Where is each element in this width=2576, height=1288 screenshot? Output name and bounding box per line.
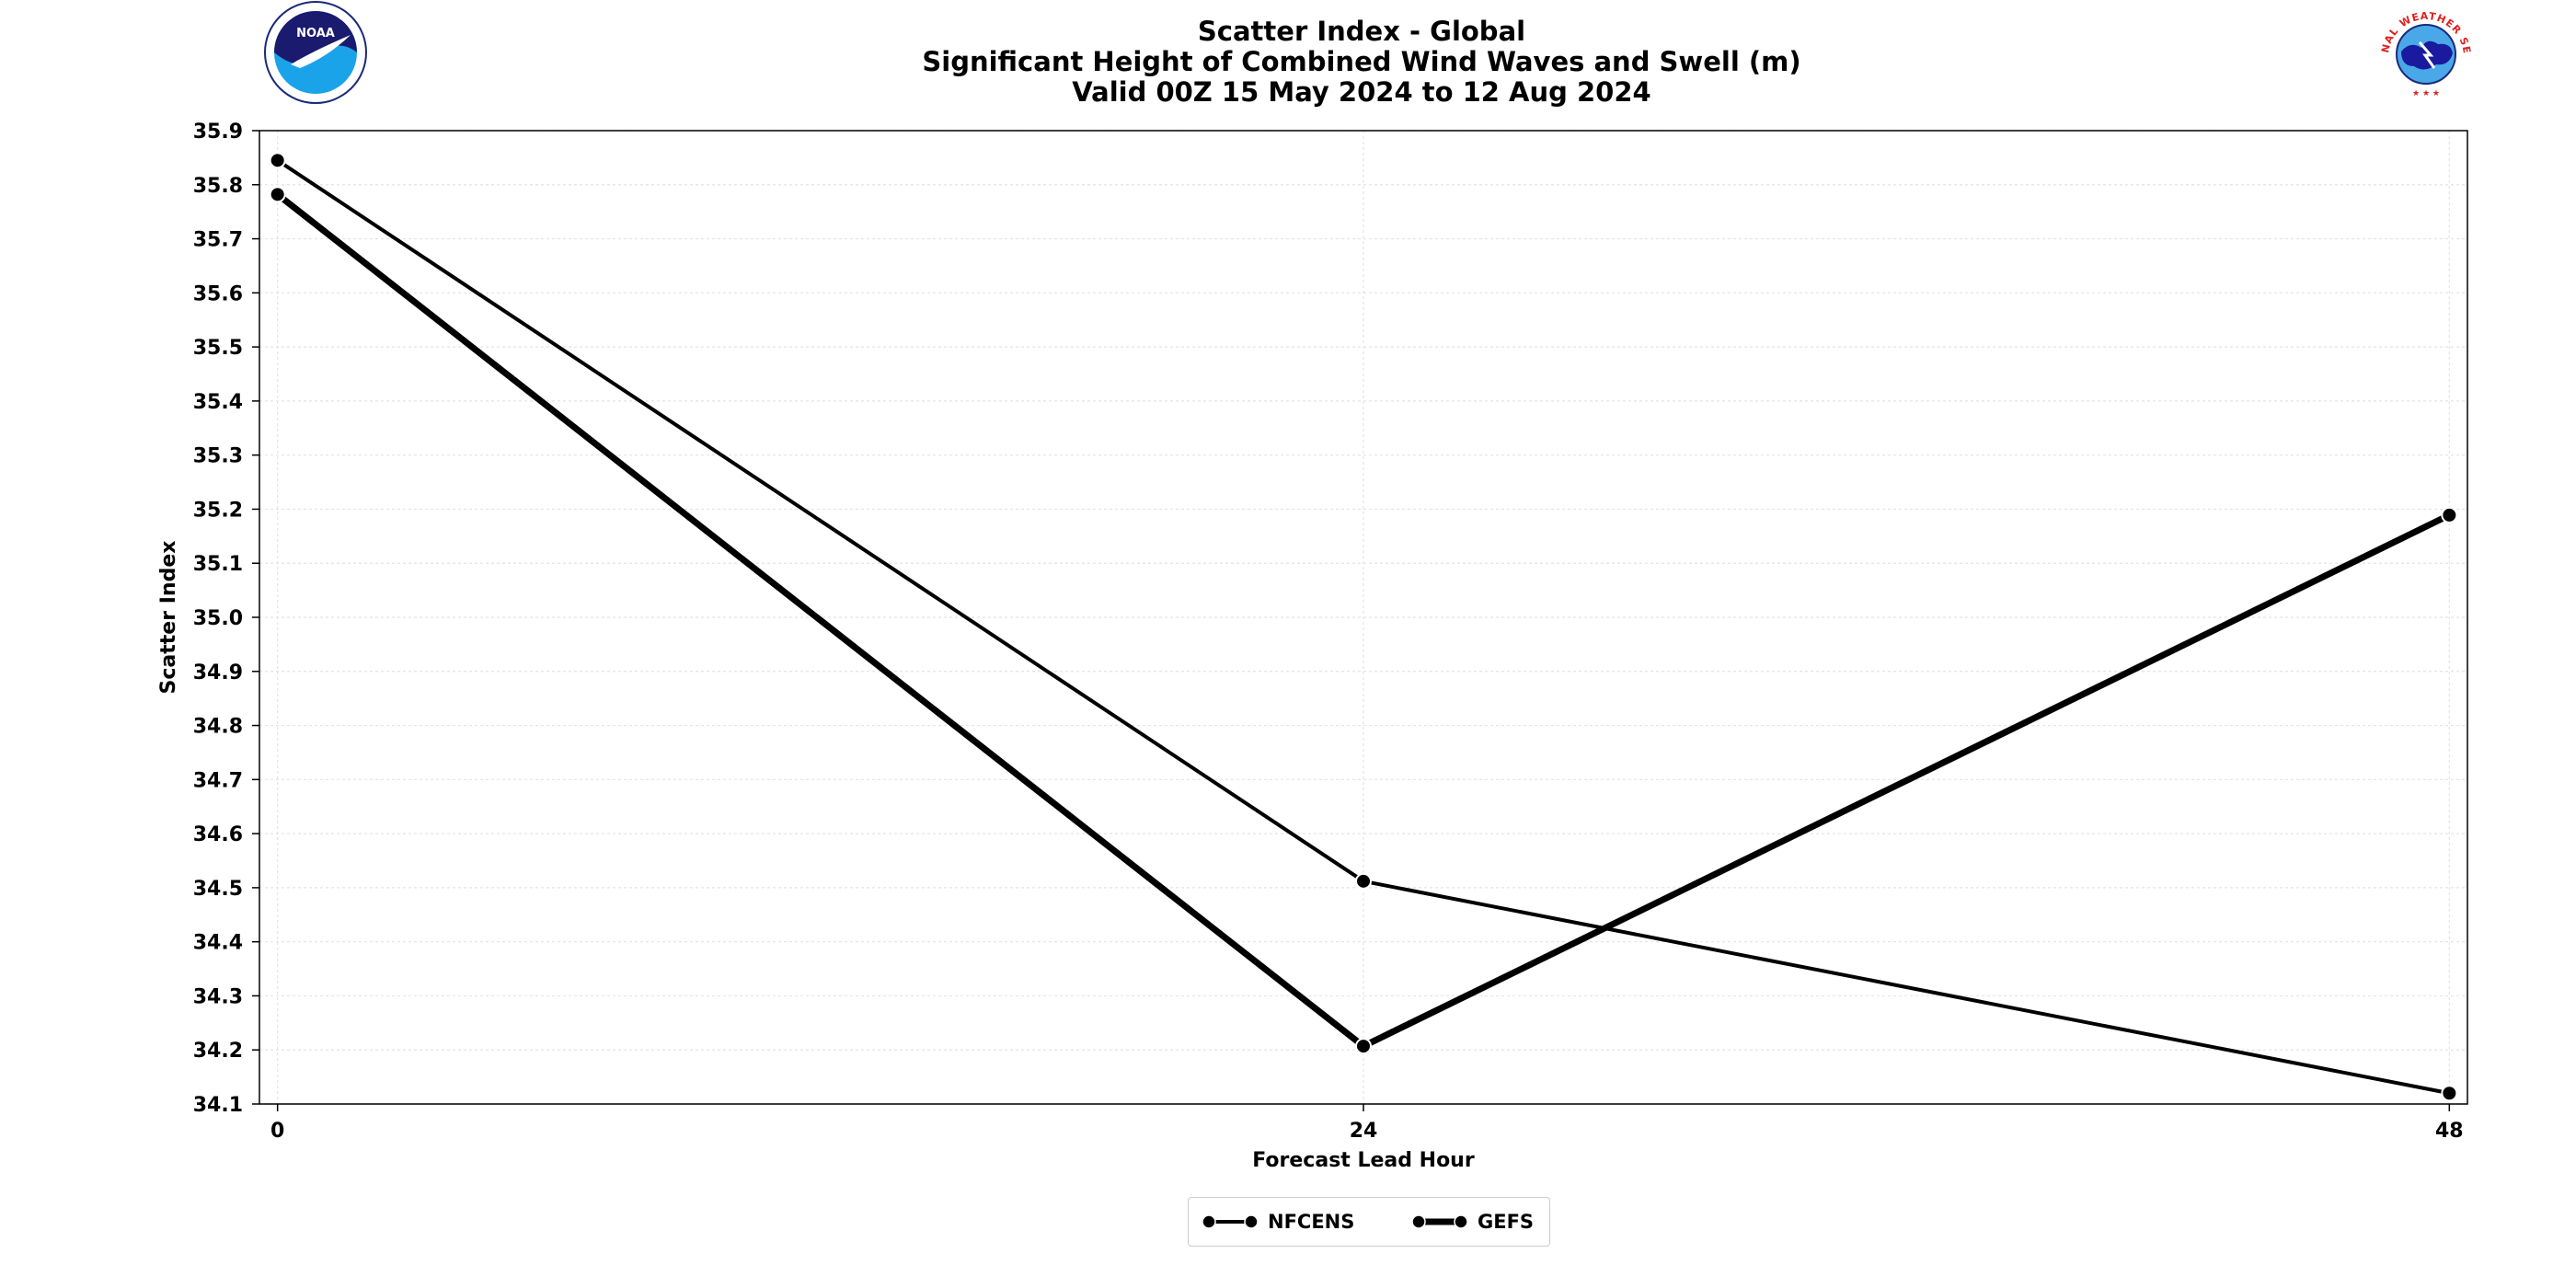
y-tick-label: 35.4: [193, 391, 243, 414]
y-tick-label: 34.7: [193, 769, 243, 792]
x-tick-label: 0: [270, 1120, 284, 1143]
y-tick-label: 35.0: [193, 607, 243, 630]
x-axis-ticks: 0 24 48: [270, 1104, 2464, 1143]
y-tick-label: 34.8: [193, 716, 243, 739]
data-point-nfcens: [269, 152, 286, 169]
data-point-nfcens: [2441, 1085, 2458, 1102]
legend-item-gefs: GEFS: [1411, 1198, 1534, 1246]
x-axis-label: Forecast Lead Hour: [1252, 1149, 1475, 1172]
chart-title-line-3: Valid 00Z 15 May 2024 to 12 Aug 2024: [1072, 76, 1651, 108]
y-tick-label: 35.7: [193, 229, 243, 252]
series-line-gefs: [275, 191, 2451, 1050]
y-tick-label: 34.9: [193, 661, 243, 684]
data-point-gefs: [269, 186, 286, 203]
noaa-logo: NOAA: [264, 1, 367, 104]
y-tick-label: 35.3: [193, 445, 243, 468]
y-tick-label: 34.1: [193, 1094, 243, 1117]
data-point-gefs: [2441, 506, 2458, 523]
legend: NFCENS GEFS: [1188, 1197, 1550, 1247]
y-tick-label: 34.6: [193, 823, 243, 846]
svg-text:★ ★ ★: ★ ★ ★: [2412, 89, 2440, 98]
y-tick-label: 35.6: [193, 282, 243, 305]
legend-swatch-nfcens: [1202, 1214, 1259, 1229]
legend-item-nfcens: NFCENS: [1202, 1198, 1354, 1246]
y-tick-label: 35.2: [193, 499, 243, 522]
y-tick-label: 34.5: [193, 878, 243, 901]
chart-title-line-2: Significant Height of Combined Wind Wave…: [922, 46, 1801, 77]
y-tick-label: 35.1: [193, 553, 243, 576]
legend-swatch-gefs: [1411, 1214, 1468, 1229]
y-tick-label: 34.2: [193, 1040, 243, 1063]
chart-title-line-1: Scatter Index - Global: [1197, 16, 1526, 47]
series-layer: [269, 152, 2458, 1102]
data-point-gefs: [1355, 1038, 1372, 1055]
legend-label-gefs: GEFS: [1478, 1211, 1535, 1233]
grid-lines: [259, 130, 2467, 1105]
y-tick-label: 34.4: [193, 932, 243, 955]
y-axis-ticks: 34.1 34.2 34.3 34.4 34.5 34.6 34.7 34.8 34.9 35.0…: [193, 121, 259, 1117]
nws-logo: NATIONAL WEATHER SERVICE ★ ★ ★: [2374, 0, 2476, 102]
x-tick-label: 48: [2435, 1120, 2464, 1143]
chart-title: Scatter Index - Global Significant Heigh…: [0, 17, 2576, 108]
y-tick-label: 34.3: [193, 985, 243, 1008]
y-axis-label: Scatter Index: [157, 541, 180, 695]
legend-label-nfcens: NFCENS: [1268, 1211, 1355, 1233]
y-tick-label: 35.5: [193, 337, 243, 360]
data-point-nfcens: [1355, 872, 1372, 890]
x-tick-label: 24: [1350, 1120, 1378, 1143]
noaa-logo-text: NOAA: [296, 27, 335, 40]
y-tick-label: 35.9: [193, 121, 243, 144]
y-tick-label: 35.8: [193, 175, 243, 198]
